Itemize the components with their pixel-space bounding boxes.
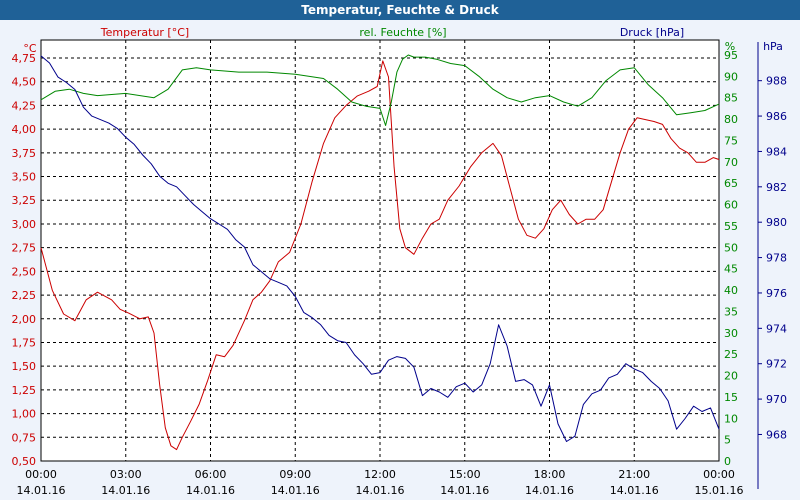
pressure-tick-label: 984 xyxy=(766,145,787,158)
temperature-tick-label: 4,50 xyxy=(12,76,37,89)
temperature-tick-label: 3,00 xyxy=(12,218,37,231)
temperature-unit: °C xyxy=(23,42,37,55)
humidity-tick-label: 90 xyxy=(724,70,738,83)
temperature-tick-label: 3,75 xyxy=(12,147,37,160)
x-tick-time: 21:00 xyxy=(618,468,650,481)
x-tick-date: 14.01.16 xyxy=(17,484,66,497)
temperature-tick-label: 2,50 xyxy=(12,265,37,278)
tick-labels: 0,50 0,75 1,00 1,25 1,50 1,75 2,00 2,25 2,50 2,75… xyxy=(12,49,788,497)
x-tick-date: 14.01.16 xyxy=(610,484,659,497)
x-tick-time: 06:00 xyxy=(195,468,227,481)
pressure-tick-label: 970 xyxy=(766,393,787,406)
humidity-series-line xyxy=(40,54,720,126)
temperature-tick-label: 4,00 xyxy=(12,123,37,136)
temperature-tick-label: 0,75 xyxy=(12,431,37,444)
humidity-tick-label: 55 xyxy=(724,220,738,233)
temperature-tick-label: 3,25 xyxy=(12,194,37,207)
x-tick-time: 12:00 xyxy=(364,468,396,481)
humidity-tick-label: 10 xyxy=(724,412,738,425)
humidity-axis-label: rel. Feuchte [%] xyxy=(359,26,446,39)
x-tick-time: 00:00 xyxy=(25,468,57,481)
x-tick-date: 14.01.16 xyxy=(186,484,235,497)
humidity-tick-label: 75 xyxy=(724,134,738,147)
pressure-tick-label: 988 xyxy=(766,75,787,88)
pressure-tick-label: 972 xyxy=(766,358,787,371)
humidity-tick-label: 5 xyxy=(724,434,731,447)
x-tick-time: 09:00 xyxy=(279,468,311,481)
chart-canvas: 0,50 0,75 1,00 1,25 1,50 1,75 2,00 2,25 2,50 2,75… xyxy=(12,26,788,497)
humidity-tick-label: 15 xyxy=(724,391,738,404)
x-tick-time: 15:00 xyxy=(449,468,481,481)
humidity-tick-label: 30 xyxy=(724,327,738,340)
temperature-tick-label: 0,50 xyxy=(12,455,37,468)
humidity-tick-label: 65 xyxy=(724,177,738,190)
humidity-tick-label: 50 xyxy=(724,241,738,254)
temperature-series-line xyxy=(40,60,720,451)
humidity-tick-label: 40 xyxy=(724,284,738,297)
pressure-axis-label: Druck [hPa] xyxy=(620,26,684,39)
x-tick-time: 03:00 xyxy=(110,468,142,481)
x-tick-date: 14.01.16 xyxy=(101,484,150,497)
x-tick-time: 00:00 xyxy=(703,468,735,481)
pressure-series-line xyxy=(40,55,720,442)
temperature-tick-label: 2,75 xyxy=(12,242,37,255)
temperature-tick-label: 4,25 xyxy=(12,99,37,112)
humidity-tick-label: 0 xyxy=(724,455,731,468)
x-tick-date: 14.01.16 xyxy=(525,484,574,497)
humidity-tick-label: 60 xyxy=(724,199,738,212)
pressure-tick-label: 982 xyxy=(766,181,787,194)
pressure-tick-label: 980 xyxy=(766,216,787,229)
pressure-tick-label: 974 xyxy=(766,322,787,335)
temperature-tick-label: 3,50 xyxy=(12,171,37,184)
x-tick-date: 14.01.16 xyxy=(440,484,489,497)
humidity-unit: % xyxy=(725,40,735,53)
humidity-tick-label: 95 xyxy=(724,49,738,62)
temperature-axis-label: Temperatur [°C] xyxy=(100,26,189,39)
grid-lines xyxy=(41,40,719,462)
pressure-tick-label: 978 xyxy=(766,252,787,265)
x-tick-date: 15.01.16 xyxy=(695,484,744,497)
temperature-tick-label: 1,75 xyxy=(12,336,37,349)
temperature-tick-label: 1,00 xyxy=(12,408,37,421)
temperature-tick-label: 1,25 xyxy=(12,384,37,397)
humidity-tick-label: 25 xyxy=(724,348,738,361)
series-layer xyxy=(40,54,720,451)
chart-title: Temperatur, Feuchte & Druck xyxy=(0,0,800,20)
x-tick-date: 14.01.16 xyxy=(271,484,320,497)
x-tick-time: 18:00 xyxy=(534,468,566,481)
humidity-tick-label: 70 xyxy=(724,156,738,169)
pressure-tick-label: 968 xyxy=(766,428,787,441)
humidity-tick-label: 20 xyxy=(724,370,738,383)
humidity-tick-label: 85 xyxy=(724,92,738,105)
plot-border xyxy=(40,39,720,462)
humidity-tick-label: 45 xyxy=(724,263,738,276)
x-tick-date: 14.01.16 xyxy=(356,484,405,497)
temperature-tick-label: 4,75 xyxy=(12,52,37,65)
temperature-tick-label: 1,50 xyxy=(12,360,37,373)
pressure-tick-label: 976 xyxy=(766,287,787,300)
humidity-tick-label: 80 xyxy=(724,113,738,126)
humidity-tick-label: 35 xyxy=(724,305,738,318)
temperature-tick-label: 2,25 xyxy=(12,289,37,302)
temperature-tick-label: 2,00 xyxy=(12,313,37,326)
pressure-tick-label: 986 xyxy=(766,110,787,123)
pressure-unit: hPa xyxy=(763,40,783,53)
